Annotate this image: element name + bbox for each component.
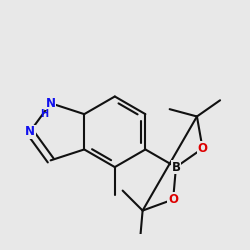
Text: O: O	[198, 142, 207, 155]
Text: N: N	[25, 125, 35, 138]
Text: H: H	[40, 109, 48, 119]
Text: N: N	[46, 97, 56, 110]
Text: O: O	[168, 193, 178, 206]
Text: B: B	[172, 160, 180, 173]
